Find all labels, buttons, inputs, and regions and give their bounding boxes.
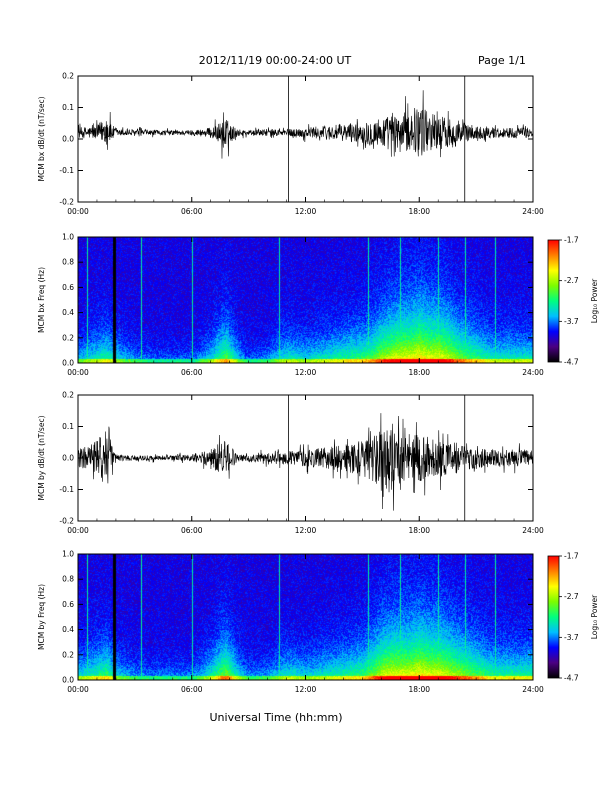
by-dbdt-y-axis: -0.2 -0.1 0.0 0.1 0.2 (59, 391, 533, 526)
colorbar-tick-label: -1.7 (564, 552, 579, 561)
y-tick-label: 1.0 (62, 233, 74, 242)
colorbar-tick-label: -2.7 (564, 276, 579, 285)
y-tick-label: -0.1 (59, 485, 74, 494)
by-dbdt-x-axis: 00:00 06:00 12:00 18:00 24:00 (67, 395, 544, 535)
y-tick-label: 0.6 (62, 283, 74, 292)
bx-dbdt-vlines (288, 76, 466, 202)
x-tick-label: 00:00 (67, 207, 89, 216)
y-tick-label: 0.2 (62, 650, 74, 659)
bx-colorbar: -1.7 -2.7 -3.7 -4.7 Log₁₀ Power (547, 236, 599, 367)
by-dbdt-vlines (288, 395, 466, 521)
page-indicator: Page 1/1 (478, 54, 526, 67)
y-tick-label: 0.2 (62, 333, 74, 342)
x-axis-title: Universal Time (hh:mm) (210, 711, 343, 724)
by-dbdt-trace (77, 413, 534, 511)
by-colorbar-label: Log₁₀ Power (590, 594, 599, 639)
y-tick-label: 0.6 (62, 600, 74, 609)
y-tick-label: 0.2 (62, 72, 74, 81)
y-tick-label: -0.1 (59, 166, 74, 175)
x-tick-label: 18:00 (408, 685, 430, 694)
colorbar-tick-label: -1.7 (564, 236, 579, 245)
y-tick-label: 0.0 (62, 135, 74, 144)
y-tick-label: -0.2 (59, 198, 74, 207)
x-tick-label: 00:00 (67, 685, 89, 694)
bx-spectrogram-ylabel: MCM bx Freq (Hz) (37, 267, 46, 333)
y-tick-label: 0.1 (62, 103, 74, 112)
colorbar-tick-label: -3.7 (564, 633, 579, 642)
bx-spectrogram-x-axis: 00:00 06:00 12:00 18:00 24:00 (67, 237, 544, 377)
bx-dbdt-y-axis: -0.2 -0.1 0.0 0.1 0.2 (59, 72, 533, 207)
bx-spectrogram-panel: 0.0 0.2 0.4 0.6 0.8 1.0 00:00 06:00 12:00 18:00 2… (37, 233, 544, 378)
bx-dbdt-x-axis: 00:00 06:00 12:00 18:00 24:00 (67, 76, 544, 216)
by-colorbar-gradient (547, 555, 560, 679)
x-tick-label: 24:00 (522, 207, 544, 216)
colorbar-tick-label: -4.7 (564, 674, 579, 683)
figure-title: 2012/11/19 00:00-24:00 UT (199, 54, 352, 67)
y-tick-label: 0.2 (62, 391, 74, 400)
bx-dbdt-ylabel: MCM bx dB/dt (nT/sec) (37, 96, 46, 181)
x-tick-label: 18:00 (408, 368, 430, 377)
x-tick-label: 18:00 (408, 207, 430, 216)
bx-spectrogram-image (78, 237, 533, 363)
y-tick-label: 0.8 (62, 258, 74, 267)
x-tick-label: 06:00 (181, 685, 203, 694)
by-spectrogram-x-axis: 00:00 06:00 12:00 18:00 24:00 (67, 554, 544, 694)
x-tick-label: 24:00 (522, 526, 544, 535)
by-dbdt-panel: -0.2 -0.1 0.0 0.1 0.2 00:00 06:00 12:00 18:00 24… (37, 391, 544, 536)
bx-dbdt-trace (77, 90, 534, 159)
by-colorbar: -1.7 -2.7 -3.7 -4.7 Log₁₀ Power (547, 552, 599, 683)
x-tick-label: 12:00 (295, 207, 317, 216)
x-tick-label: 24:00 (522, 368, 544, 377)
bx-colorbar-gradient (547, 239, 560, 363)
x-tick-label: 12:00 (295, 685, 317, 694)
x-tick-label: 06:00 (181, 368, 203, 377)
y-tick-label: 1.0 (62, 550, 74, 559)
colorbar-tick-label: -4.7 (564, 358, 579, 367)
by-spectrogram-y-axis: 0.0 0.2 0.4 0.6 0.8 1.0 (62, 550, 533, 685)
by-spectrogram-image (78, 554, 533, 680)
bx-colorbar-label: Log₁₀ Power (590, 278, 599, 323)
y-tick-label: 0.1 (62, 422, 74, 431)
y-tick-label: 0.0 (62, 359, 74, 368)
y-tick-label: 0.0 (62, 676, 74, 685)
by-colorbar-ticks: -1.7 -2.7 -3.7 -4.7 (559, 552, 579, 683)
colorbar-tick-label: -2.7 (564, 592, 579, 601)
x-tick-label: 00:00 (67, 526, 89, 535)
dbdt-trace-line (77, 90, 534, 159)
bx-dbdt-panel: -0.2 -0.1 0.0 0.1 0.2 00:00 06:00 12:00 18:00 24… (37, 72, 544, 217)
dbdt-trace-line (77, 413, 534, 511)
x-tick-label: 06:00 (181, 526, 203, 535)
x-tick-label: 12:00 (295, 526, 317, 535)
x-tick-label: 24:00 (522, 685, 544, 694)
y-tick-label: 0.0 (62, 454, 74, 463)
y-tick-label: 0.4 (62, 625, 74, 634)
y-tick-label: 0.8 (62, 575, 74, 584)
bx-colorbar-ticks: -1.7 -2.7 -3.7 -4.7 (559, 236, 579, 367)
x-tick-label: 12:00 (295, 368, 317, 377)
x-tick-label: 06:00 (181, 207, 203, 216)
by-dbdt-ylabel: MCM by dB/dt (nT/sec) (37, 415, 46, 500)
x-tick-label: 00:00 (67, 368, 89, 377)
colorbar-tick-label: -3.7 (564, 317, 579, 326)
x-tick-label: 18:00 (408, 526, 430, 535)
y-tick-label: 0.4 (62, 308, 74, 317)
by-spectrogram-panel: 0.0 0.2 0.4 0.6 0.8 1.0 00:00 06:00 12:00 18:00 2… (37, 550, 544, 695)
bx-spectrogram-y-axis: 0.0 0.2 0.4 0.6 0.8 1.0 (62, 233, 533, 368)
y-tick-label: -0.2 (59, 517, 74, 526)
by-spectrogram-ylabel: MCM by Freq (Hz) (37, 584, 46, 650)
